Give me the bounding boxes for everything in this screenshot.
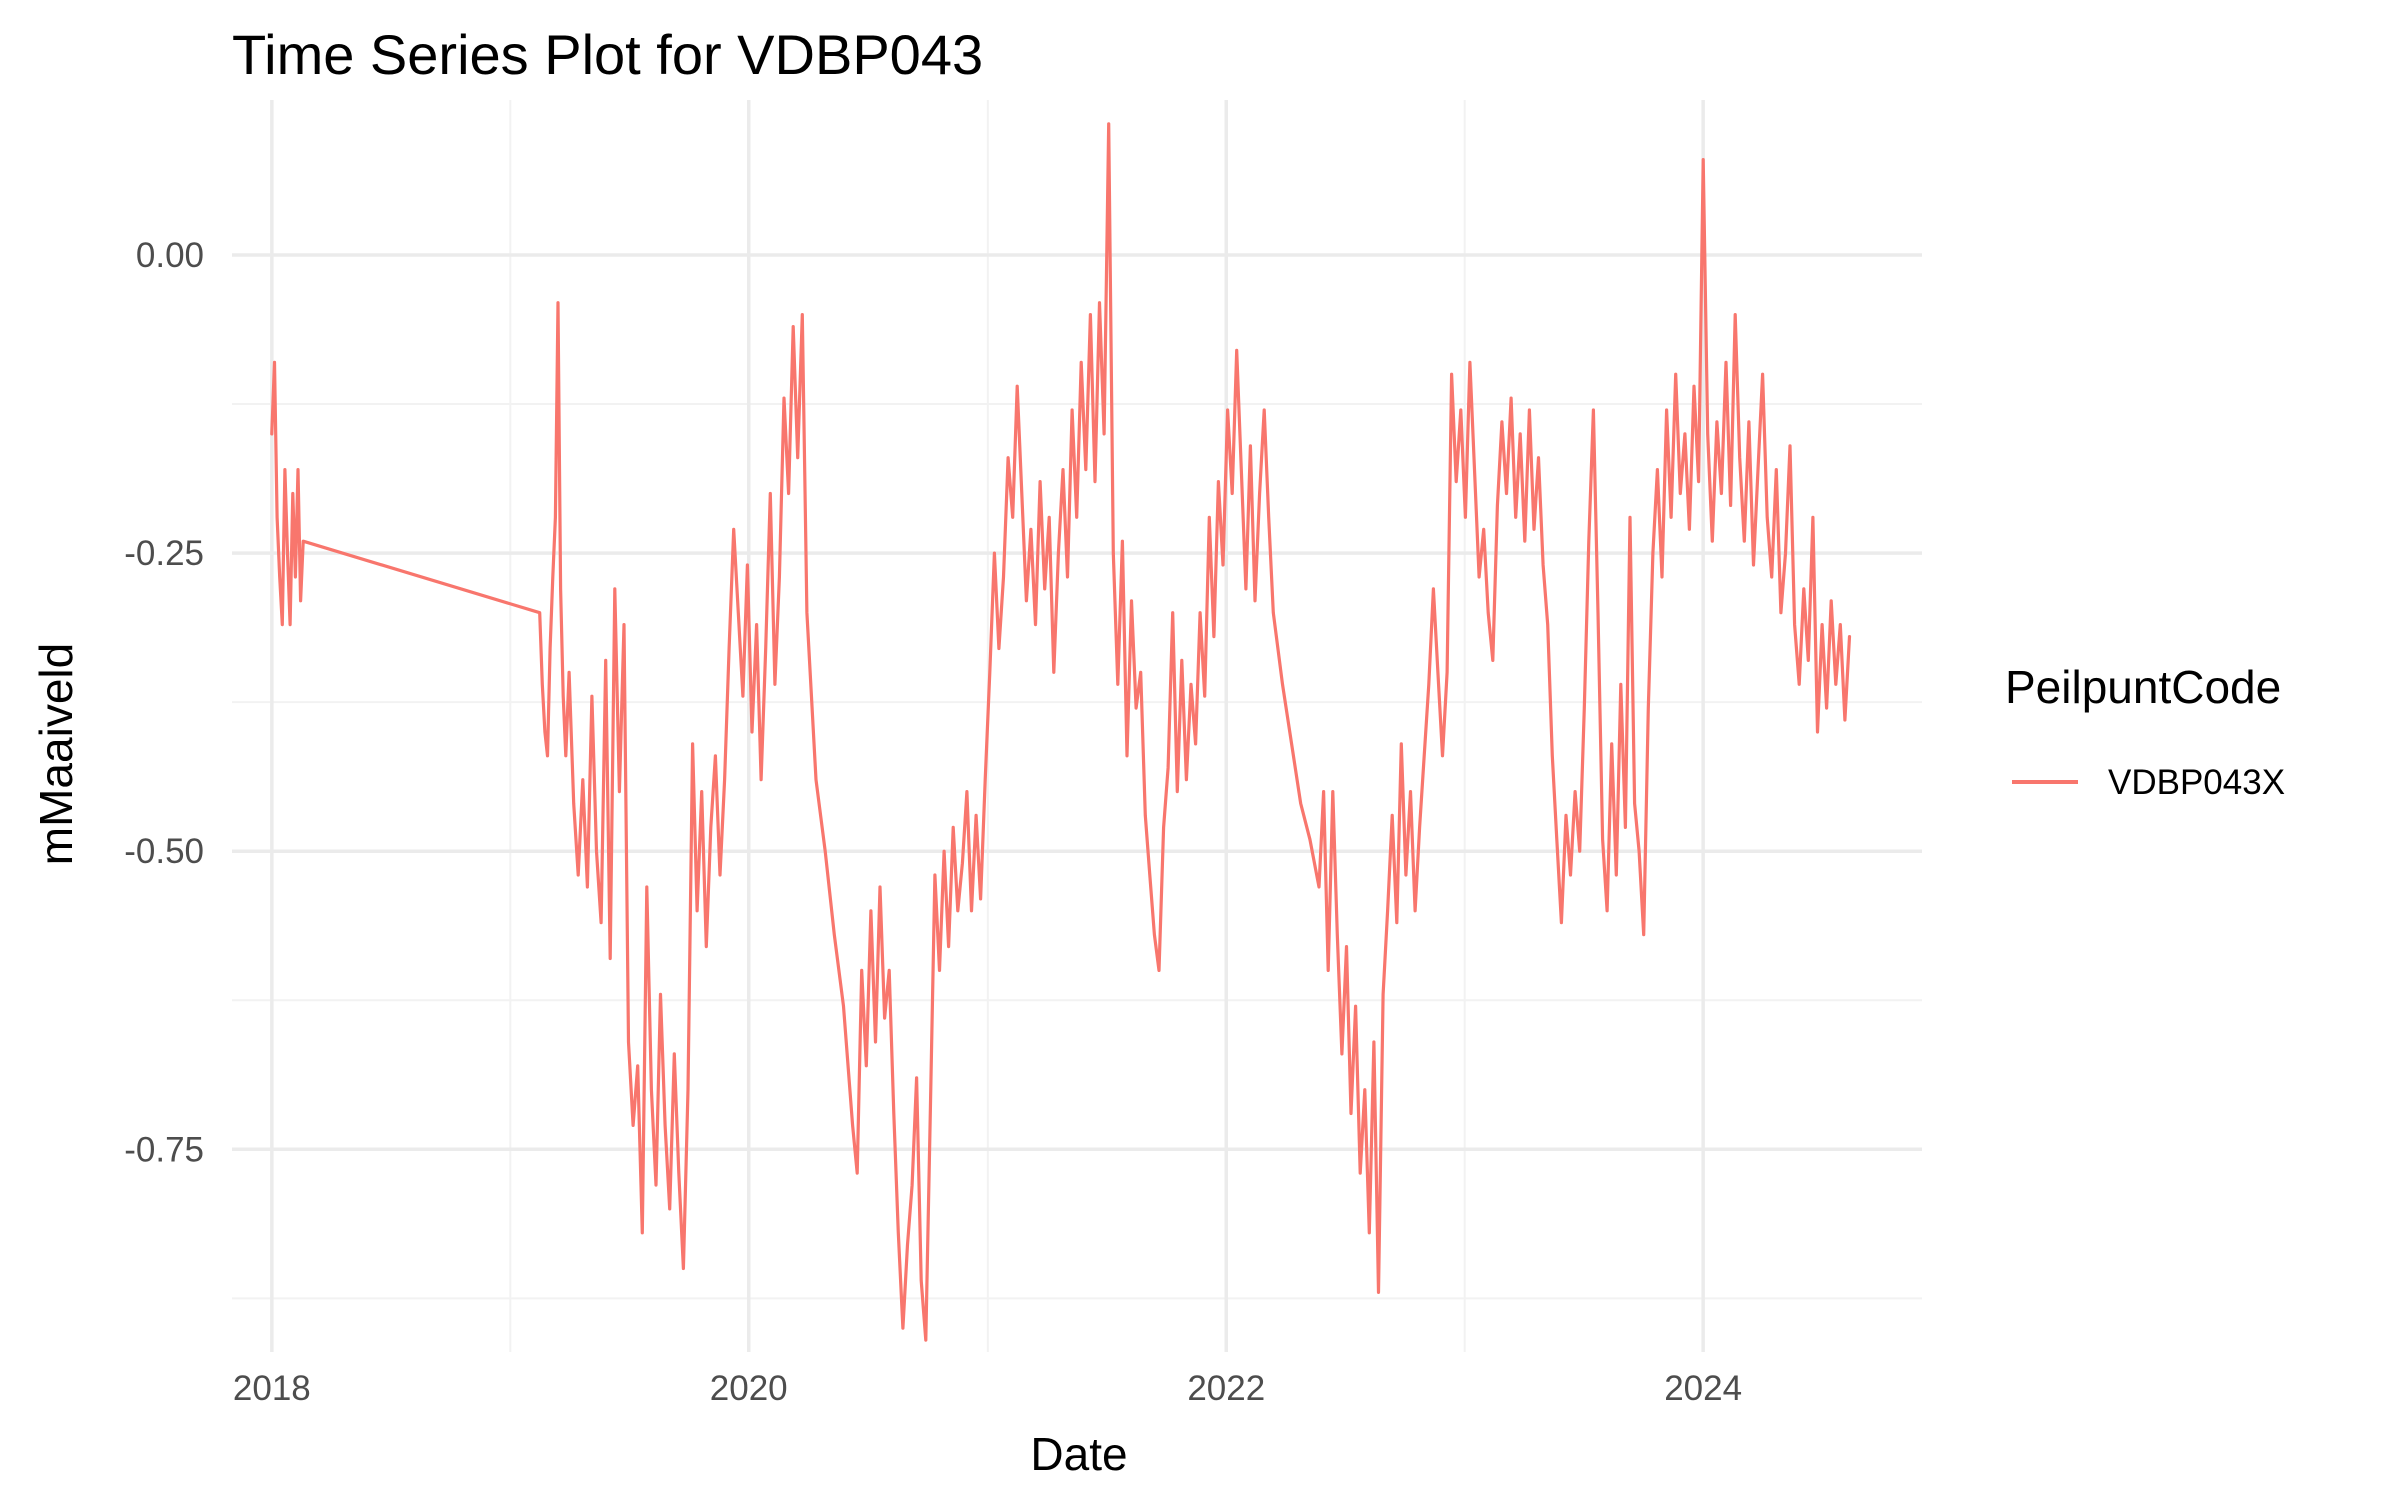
y-axis-title: mMaaiveld — [30, 643, 82, 865]
y-tick-label: -0.75 — [124, 1130, 204, 1169]
chart-title: Time Series Plot for VDBP043 — [232, 23, 983, 86]
x-tick-label: 2018 — [233, 1369, 311, 1408]
grid — [232, 100, 1922, 1352]
x-tick-label: 2022 — [1187, 1369, 1265, 1408]
legend: PeilpuntCode VDBP043X — [2005, 661, 2285, 802]
y-tick-label: -0.50 — [124, 832, 204, 871]
y-axis-ticks: 0.00 -0.25 -0.50 -0.75 — [124, 236, 204, 1169]
legend-label-vdbp043x: VDBP043X — [2108, 763, 2285, 802]
legend-title: PeilpuntCode — [2005, 661, 2281, 713]
x-tick-label: 2024 — [1664, 1369, 1742, 1408]
y-tick-label: 0.00 — [136, 236, 204, 275]
x-tick-label: 2020 — [710, 1369, 788, 1408]
x-axis-ticks: 2018 2020 2022 2024 — [233, 1369, 1742, 1408]
x-axis-title: Date — [1030, 1428, 1127, 1480]
series-line-vdbp043x — [270, 122, 1852, 1342]
series-layer — [270, 122, 1852, 1342]
y-tick-label: -0.25 — [124, 534, 204, 573]
